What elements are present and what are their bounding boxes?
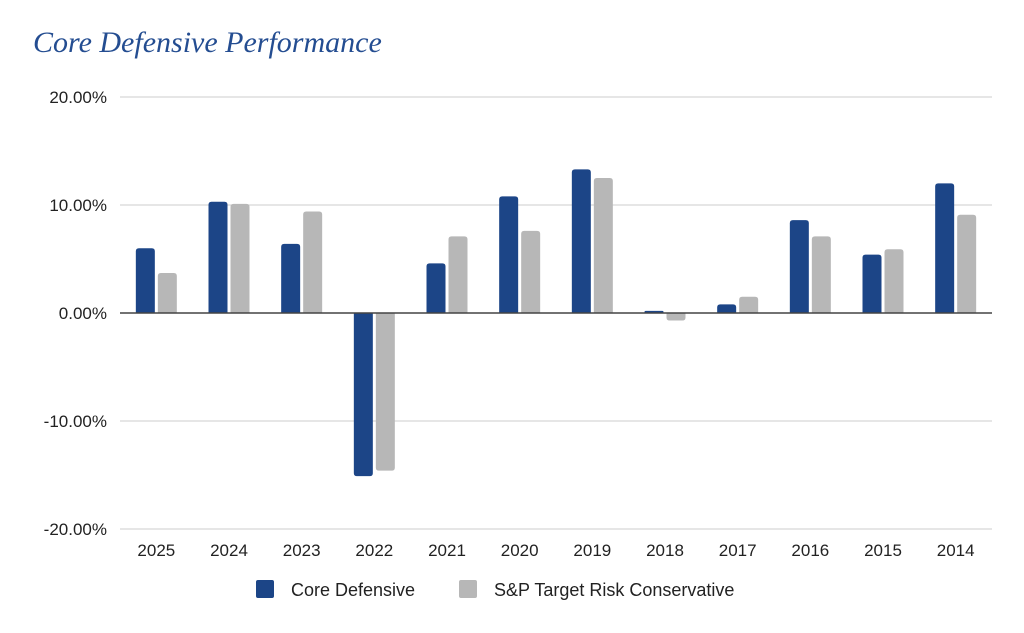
bar-core-defensive-2014 xyxy=(935,183,955,313)
x-tick-label: 2022 xyxy=(355,541,393,560)
bar-sp-target-risk-2024 xyxy=(230,203,250,313)
bar-core-defensive-2021 xyxy=(426,263,446,313)
bar-sp-target-risk-2020 xyxy=(521,230,541,313)
bar-sp-target-risk-2015 xyxy=(884,249,904,313)
bar-core-defensive-2025 xyxy=(135,248,155,313)
bar-core-defensive-2022 xyxy=(353,313,373,477)
chart-title: Core Defensive Performance xyxy=(33,26,382,59)
x-tick-label: 2019 xyxy=(573,541,611,560)
y-tick-label: 20.00% xyxy=(49,88,107,107)
bar-sp-target-risk-2021 xyxy=(448,236,468,313)
legend: Core Defensive S&P Target Risk Conservati… xyxy=(256,580,734,600)
y-tick-label: 10.00% xyxy=(49,196,107,215)
legend-label-sp-target-risk: S&P Target Risk Conservative xyxy=(494,580,734,600)
bar-core-defensive-2015 xyxy=(862,254,882,313)
bar-sp-target-risk-2019 xyxy=(593,178,613,313)
x-tick-label: 2014 xyxy=(937,541,975,560)
x-tick-label: 2017 xyxy=(719,541,757,560)
gridlines xyxy=(120,96,992,530)
legend-label-core-defensive: Core Defensive xyxy=(291,580,415,600)
x-tick-label: 2023 xyxy=(283,541,321,560)
x-tick-label: 2025 xyxy=(137,541,175,560)
legend-swatch-sp-target-risk xyxy=(459,580,477,598)
bar-sp-target-risk-2022 xyxy=(375,313,395,471)
bar-sp-target-risk-2023 xyxy=(303,211,323,313)
bar-sp-target-risk-2014 xyxy=(957,214,977,313)
x-tick-label: 2015 xyxy=(864,541,902,560)
bar-sp-target-risk-2018 xyxy=(666,313,686,321)
x-tick-label: 2020 xyxy=(501,541,539,560)
y-tick-label: -20.00% xyxy=(44,520,107,539)
bar-core-defensive-2020 xyxy=(499,196,519,313)
bar-core-defensive-2016 xyxy=(789,220,809,313)
bar-core-defensive-2017 xyxy=(717,304,737,313)
bar-core-defensive-2024 xyxy=(208,201,228,313)
bar-sp-target-risk-2016 xyxy=(811,236,831,313)
y-axis-ticks: 20.00% 10.00% 0.00% -10.00% -20.00% xyxy=(44,88,107,539)
legend-swatch-core-defensive xyxy=(256,580,274,598)
bar-core-defensive-2019 xyxy=(571,169,591,313)
bar-sp-target-risk-2025 xyxy=(157,273,177,313)
x-tick-label: 2021 xyxy=(428,541,466,560)
y-tick-label: 0.00% xyxy=(59,304,107,323)
bar-sp-target-risk-2017 xyxy=(739,296,759,313)
bar-core-defensive-2023 xyxy=(281,243,301,313)
x-tick-label: 2016 xyxy=(791,541,829,560)
x-tick-label: 2024 xyxy=(210,541,248,560)
y-tick-label: -10.00% xyxy=(44,412,107,431)
x-tick-label: 2018 xyxy=(646,541,684,560)
bars xyxy=(135,169,977,477)
x-axis-ticks: 2025 2024 2023 2022 2021 2020 2019 2018 2017 2016… xyxy=(137,541,974,560)
